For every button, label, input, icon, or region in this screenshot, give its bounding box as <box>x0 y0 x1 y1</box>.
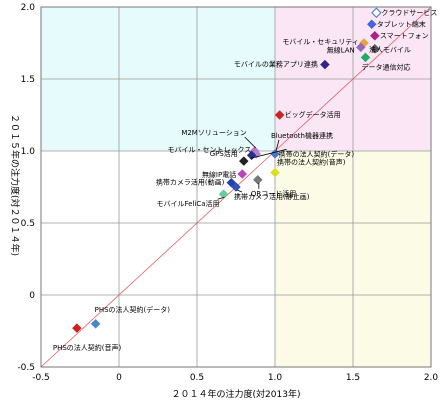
data-point-marker <box>72 323 82 333</box>
label-leader-line <box>250 148 287 159</box>
data-point-marker <box>369 30 380 41</box>
point-label: QRコード活用 <box>251 189 296 198</box>
data-point-marker <box>369 43 380 54</box>
data-point-marker <box>252 174 263 185</box>
x-tick-label: 0.5 <box>190 373 204 383</box>
label-arrows <box>217 136 287 200</box>
data-point-marker <box>355 42 366 53</box>
y-tick-label: -0.5 <box>17 363 35 373</box>
x-axis-title: ２０１４年の注力度(対2013年) <box>172 388 301 400</box>
point-label: GPS活用 <box>210 149 238 158</box>
x-tick-label: 2.0 <box>424 373 439 383</box>
data-point-marker <box>237 169 248 179</box>
point-label: モバイルFeliCa活用 <box>156 199 219 208</box>
data-point-marker <box>231 182 241 192</box>
label-leader-line <box>217 196 225 200</box>
data-point-marker <box>218 189 229 200</box>
data-point-marker <box>371 7 382 18</box>
label-leader-line <box>236 189 243 193</box>
x-tick-labels: -0.5 0 0.5 1.0 1.5 2.0 <box>32 373 438 383</box>
point-label: ビッグデータ活用 <box>285 110 341 119</box>
y-axis-title: ２０１５年の注力度(対２０１４年) <box>9 114 21 256</box>
point-label: クラウドサービス <box>381 8 437 17</box>
data-point-marker <box>270 167 280 178</box>
data-point-marker <box>366 19 377 30</box>
point-label: 携帯カメラ活用(静止画) <box>234 192 310 201</box>
x-tick-label: -0.5 <box>32 373 50 383</box>
x-tick-label: 1.5 <box>346 373 360 383</box>
data-point-marker <box>320 59 330 70</box>
point-label: 無線LAN <box>327 45 355 54</box>
label-leader-line <box>244 136 257 149</box>
data-point-marker <box>360 52 371 63</box>
point-label: タブレット端末 <box>377 19 426 28</box>
data-point-marker <box>90 318 101 329</box>
y-tick-label: 1.5 <box>21 75 35 85</box>
plot-border <box>40 6 432 368</box>
y-tick-label: 0 <box>29 291 35 301</box>
y-tick-label: 2.0 <box>21 3 36 13</box>
point-label: PHSの法人契約(データ) <box>95 305 171 314</box>
data-points <box>72 7 382 333</box>
point-label: スマートフォン <box>380 32 429 40</box>
point-label: 携帯の法人契約(音声) <box>277 158 346 167</box>
point-label: データ通信対応 <box>361 62 410 71</box>
point-label: 無線IP電話 <box>202 170 236 179</box>
point-label: 法人モバイル <box>369 45 411 54</box>
y-tick-labels: -0.5 0 0.5 1.0 1.5 2.0 <box>17 3 35 373</box>
point-label: 携帯カメラ活用(動画) <box>156 178 225 187</box>
point-label: モバイル・セキュリティ <box>282 38 359 46</box>
point-label: M2Mソリューション <box>181 129 246 137</box>
point-label: Bluetooth機器連携 <box>271 131 333 140</box>
plot-frame <box>40 6 432 368</box>
data-point-marker <box>238 156 249 166</box>
point-label: モバイル・セントレックス <box>167 146 251 154</box>
y-tick-label: 0.5 <box>21 219 35 229</box>
x-tick-label: 1.0 <box>268 373 283 383</box>
y-tick-label: 1.0 <box>21 147 36 157</box>
data-point-marker <box>274 110 285 120</box>
label-leader-line <box>275 139 280 151</box>
point-label: 携帯の法人契約(データ) <box>279 149 355 158</box>
point-label: PHSの法人契約(音声) <box>53 343 122 352</box>
point-label: モバイルの業務アプリ連携 <box>234 60 318 69</box>
x-tick-label: 0 <box>116 373 122 383</box>
